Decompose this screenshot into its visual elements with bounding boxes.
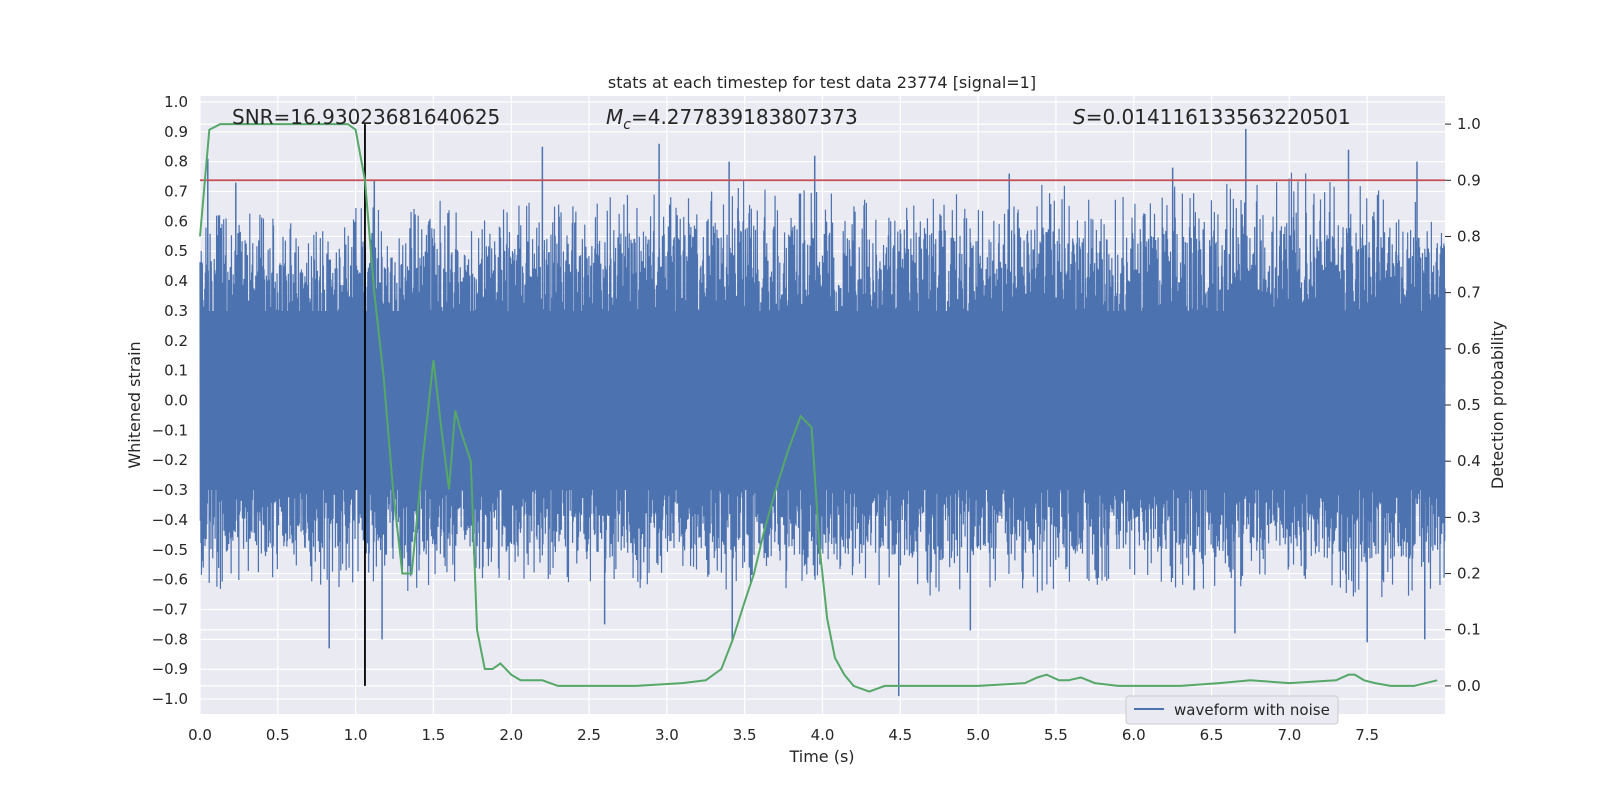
y-left-tick-label: 0.7 (164, 183, 188, 201)
y-axis-left-ticks: 1.0 0.9 0.8 0.7 0.6 0.5 0.4 0.3 0.2 0.1 0.0 −0.1 −0.… (152, 93, 188, 708)
chirp-mass-symbol: M (606, 105, 623, 129)
y-left-tick-label: 0.0 (164, 392, 188, 410)
legend-label: waveform with noise (1174, 701, 1330, 719)
y-axis-right-ticks: 1.0 0.9 0.8 0.7 0.6 0.5 0.4 0.3 0.2 0.1 0.0 (1445, 115, 1481, 695)
legend: waveform with noise (1125, 695, 1339, 725)
x-tick-label: 1.0 (344, 726, 368, 744)
y-axis-right-label: Detection probability (1488, 321, 1507, 489)
y-right-tick-label: 0.9 (1457, 171, 1481, 189)
y-left-tick-label: −0.3 (152, 481, 188, 499)
y-left-tick-label: −0.1 (152, 421, 188, 439)
y-right-tick-label: 0.0 (1457, 677, 1481, 695)
x-tick-label: 5.5 (1044, 726, 1068, 744)
x-tick-label: 2.0 (499, 726, 523, 744)
y-left-tick-label: 0.2 (164, 332, 188, 350)
y-left-tick-label: −0.8 (152, 630, 188, 648)
y-left-tick-label: 0.8 (164, 153, 188, 171)
x-tick-label: 0.0 (188, 726, 212, 744)
x-tick-label: 7.0 (1277, 726, 1301, 744)
y-right-tick-label: 0.1 (1457, 621, 1481, 639)
x-tick-label: 1.5 (422, 726, 446, 744)
y-left-tick-label: −0.5 (152, 541, 188, 559)
x-tick-label: 0.5 (266, 726, 290, 744)
chirp-mass-annotation: Mc=4.277839183807373 (606, 105, 858, 133)
y-right-tick-label: 0.3 (1457, 508, 1481, 526)
y-left-tick-label: 0.9 (164, 123, 188, 141)
x-tick-label: 4.5 (888, 726, 912, 744)
y-left-tick-label: −0.9 (152, 660, 188, 678)
x-tick-label: 6.5 (1200, 726, 1224, 744)
chart-title: stats at each timestep for test data 237… (608, 73, 1036, 92)
y-right-tick-label: 0.6 (1457, 340, 1481, 358)
y-left-tick-label: 0.5 (164, 242, 188, 260)
x-axis-ticks: 0.0 0.5 1.0 1.5 2.0 2.5 3.0 3.5 4.0 4.5 5.0 5.5 6.0 6… (188, 726, 1379, 744)
y-right-tick-label: 0.2 (1457, 565, 1481, 583)
y-left-tick-label: 0.4 (164, 272, 188, 290)
y-left-tick-label: 0.1 (164, 362, 188, 380)
y-right-tick-label: 0.8 (1457, 227, 1481, 245)
x-tick-label: 4.0 (811, 726, 835, 744)
x-tick-label: 7.5 (1355, 726, 1379, 744)
y-left-tick-label: 0.3 (164, 302, 188, 320)
y-right-tick-label: 1.0 (1457, 115, 1481, 133)
s-symbol: S (1073, 105, 1086, 129)
x-tick-label: 3.5 (733, 726, 757, 744)
y-axis-left-label: Whitened strain (125, 341, 144, 468)
legend-box (1125, 695, 1339, 725)
s-value: =0.014116133563220501 (1086, 105, 1351, 129)
x-tick-label: 3.0 (655, 726, 679, 744)
y-left-tick-label: −1.0 (152, 690, 188, 708)
waveform-line (199, 172, 1446, 598)
s-annotation: S=0.014116133563220501 (1073, 105, 1351, 129)
y-left-tick-label: 1.0 (164, 93, 188, 111)
y-left-tick-label: 0.6 (164, 212, 188, 230)
probability-line (199, 123, 1438, 693)
y-left-tick-label: −0.2 (152, 451, 188, 469)
probability-series (199, 123, 1438, 693)
waveform-series (199, 128, 1446, 697)
y-right-tick-label: 0.4 (1457, 452, 1481, 470)
y-left-tick-label: −0.6 (152, 571, 188, 589)
y-right-tick-label: 0.7 (1457, 284, 1481, 302)
chirp-mass-value: =4.277839183807373 (631, 105, 858, 129)
y-left-tick-label: −0.7 (152, 601, 188, 619)
y-left-tick-label: −0.4 (152, 511, 188, 529)
x-tick-label: 2.5 (577, 726, 601, 744)
x-tick-label: 6.0 (1122, 726, 1146, 744)
snr-annotation: SNR=16.93023681640625 (232, 105, 500, 129)
chirp-mass-subscript: c (623, 117, 631, 133)
x-tick-label: 5.0 (966, 726, 990, 744)
y-right-tick-label: 0.5 (1457, 396, 1481, 414)
x-axis-label: Time (s) (788, 747, 854, 766)
